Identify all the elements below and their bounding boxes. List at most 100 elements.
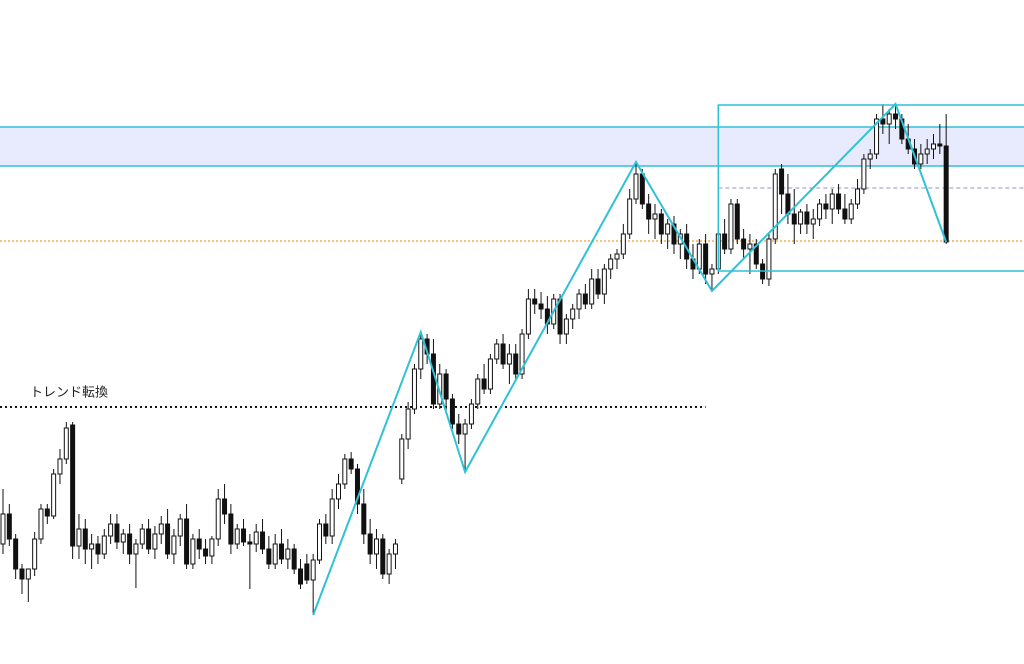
candle-body [601,268,607,295]
candle-body [335,483,341,500]
candle-body [874,118,880,155]
candle-body [646,203,652,220]
candle-body [418,338,424,370]
candle-body [361,503,367,535]
candle-body [184,518,190,565]
candle-body [861,158,867,190]
candle-body [348,458,354,470]
candle-body [354,468,360,505]
candle-body [532,298,538,305]
candle-body [893,113,899,120]
candle-body [152,533,158,550]
candle-body [120,533,126,543]
candle-body [722,233,728,250]
candle-body [855,188,861,205]
candle-body [665,223,671,235]
candle-body [266,548,272,565]
candle-body [209,538,215,557]
candle-body [95,543,101,555]
candle-body [886,113,892,125]
candle-body [506,353,512,365]
candle-body [880,118,886,125]
candle-body [291,548,297,570]
candle-body [779,168,785,195]
candle-body [146,528,152,550]
candle-body [620,233,626,255]
candle-body [842,208,848,220]
candle-body [772,173,778,240]
candle-body [51,473,57,517]
candle-body [753,243,759,265]
candle-body [89,543,95,550]
candle-body [456,423,462,435]
candle-body [19,568,25,580]
candle-body [342,458,348,485]
candle-body [392,543,398,555]
candle-body [823,203,829,210]
candle-body [937,143,943,147]
candle-body [525,298,531,335]
candle-body [279,543,285,560]
candle-body [468,403,474,425]
candle-body [367,533,373,555]
candle-body [639,173,645,205]
candle-body [399,438,405,480]
candle-body [563,318,569,335]
candle-body [203,548,209,557]
zigzag [312,102,948,616]
candle-body [57,458,63,475]
candle-body [0,513,6,545]
candle-body [798,211,804,225]
candle-body [310,559,316,581]
candle-body [608,258,614,270]
candle-body [405,408,411,440]
candle-body [791,213,797,225]
candle-body [747,243,753,250]
candle-body [411,368,417,410]
candle-body [304,563,310,581]
candle-body [190,538,196,565]
candle-body [595,278,601,295]
candle-body [114,523,120,543]
candle-body [260,531,266,550]
candle-body [70,424,76,547]
candle-body [462,423,468,435]
candle-body [741,238,747,250]
candle-body [804,211,810,225]
candle-body [633,173,639,200]
candle-body [25,568,31,580]
candle-body [298,568,304,585]
candle-body [734,203,740,240]
candle-body [671,223,677,245]
candle-body [918,153,924,165]
candle-body [63,427,69,460]
candle-body [241,528,247,543]
candle-body [703,243,709,275]
candle-body [373,538,379,555]
candle-body [6,513,12,540]
annotation: トレンド転換 [30,386,108,401]
candle-body [234,528,240,545]
candle-body [519,333,525,375]
candle-body [817,203,823,220]
candle-body [709,268,715,275]
candle-body [500,343,506,365]
candle-body [582,293,588,305]
candle-body [127,533,133,555]
candle-body [614,253,620,260]
candle-body [108,523,114,537]
candle-body [494,343,500,360]
candle-body [139,528,145,545]
candle-body [513,353,519,375]
candle-body [171,535,177,555]
candle-body [627,198,633,235]
candle-body [228,513,234,545]
candle-body [475,378,481,405]
candle-body [380,538,386,575]
candle-body [76,528,82,547]
candle-body [487,358,493,390]
candle-body [272,543,278,565]
candle-body [766,238,772,280]
candle-body [931,143,937,150]
